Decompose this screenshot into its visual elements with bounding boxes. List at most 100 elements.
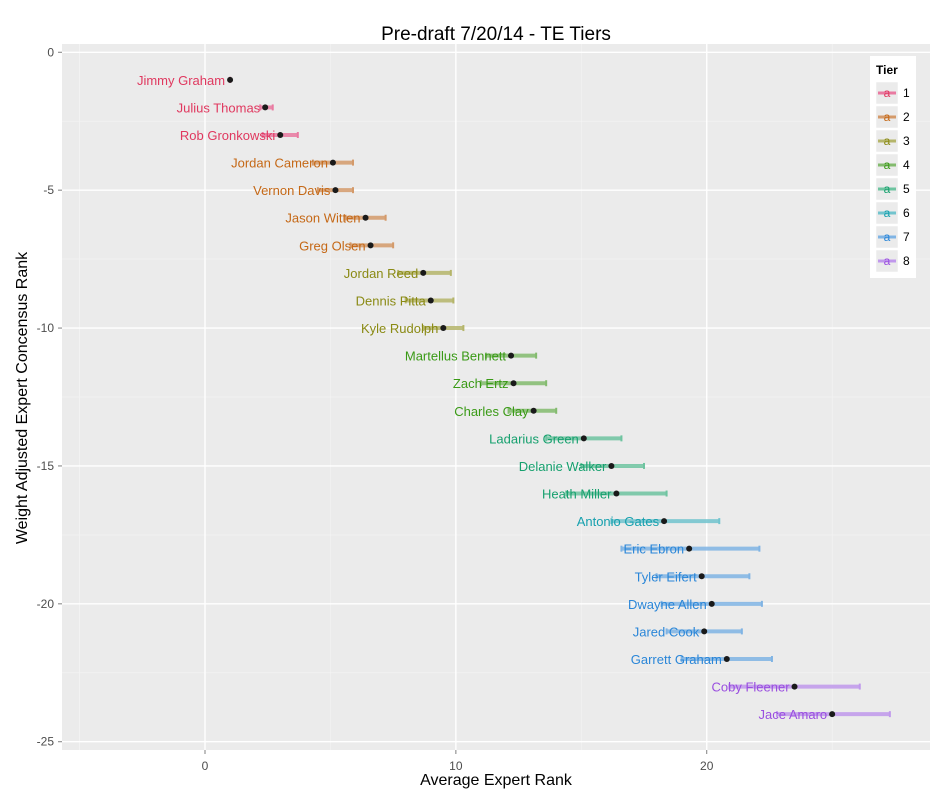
player-label: Jordan Reed [344,266,418,281]
data-point [367,242,374,249]
player-row: Julius Thomas [177,100,274,115]
player-row: Zach Ertz [453,376,548,391]
legend-key-glyph: a [884,230,891,244]
player-row: Jimmy Graham [137,73,234,88]
legend-key-glyph: a [884,158,891,172]
data-point [362,214,369,221]
data-point [530,407,537,414]
player-label: Greg Olsen [299,238,365,253]
player-row: Charles Clay [454,404,558,419]
legend-key-glyph: a [884,182,891,196]
player-label: Antonio Gates [577,514,660,529]
player-row: Antonio Gates [577,514,721,529]
player-label: Coby Fleener [711,680,790,695]
legend-label: 7 [903,230,910,244]
axis-ticks: 0 10 20 0 -5 -10 -15 -20 -25 [37,45,714,773]
player-row: Eric Ebron [620,542,761,557]
player-label: Martellus Bennett [405,349,507,364]
legend-key-glyph: a [884,206,891,220]
data-point [332,187,339,194]
y-tick-label: -20 [37,597,55,611]
legend-label: 2 [903,110,910,124]
data-point [427,297,434,304]
chart-title: Pre-draft 7/20/14 - TE Tiers [381,24,611,45]
gridlines [62,44,930,750]
player-row: Tyler Eifert [635,569,751,584]
data-point [613,490,620,497]
legend-key-glyph: a [884,254,891,268]
legend-label: 6 [903,206,910,220]
player-row: Vernon Davis [253,183,355,198]
player-row: Coby Fleener [711,680,861,695]
data-point [686,545,693,552]
player-row: Dennis Pitta [356,293,455,308]
x-axis-title: Average Expert Rank [420,772,573,789]
legend-key-glyph: a [884,86,891,100]
x-tick-label: 0 [202,759,209,773]
legend-label: 3 [903,134,910,148]
player-label: Jason Witten [285,211,360,226]
player-row: Jordan Cameron [231,156,355,171]
legend-key-glyph: a [884,134,891,148]
legend-label: 1 [903,86,910,100]
data-point [829,711,836,718]
player-row: Rob Gronkowski [180,128,299,143]
player-row: Jason Witten [285,211,387,226]
legend-title: Tier [876,63,898,77]
x-tick-label: 20 [700,759,714,773]
y-tick-label: 0 [47,45,54,59]
player-label: Jordan Cameron [231,156,328,171]
player-label: Julius Thomas [177,100,261,115]
player-label: Kyle Rudolph [361,321,438,336]
player-row: Delanie Walker [519,459,646,474]
y-tick-label: -5 [43,183,54,197]
player-label: Eric Ebron [623,542,684,557]
y-axis-title: Weight Adjusted Expert Concensus Rank [14,251,31,544]
player-label: Jace Amaro [759,707,828,722]
data-point [698,573,705,580]
legend-label: 4 [903,158,910,172]
legend-label: 8 [903,254,910,268]
y-tick-label: -15 [37,459,55,473]
player-row: Garrett Graham [631,652,773,667]
player-label: Vernon Davis [253,183,331,198]
data-point [580,435,587,442]
player-label: Jimmy Graham [137,73,225,88]
player-label: Charles Clay [454,404,529,419]
player-label: Heath Miller [542,487,612,502]
player-label: Rob Gronkowski [180,128,275,143]
data-point [329,159,336,166]
data-point [277,132,284,139]
data-point [791,683,798,690]
player-label: Ladarius Green [489,431,579,446]
player-label: Dwayne Allen [628,597,707,612]
data-point [440,325,447,332]
data-point [608,462,615,469]
data-point [510,380,517,387]
data-point [661,518,668,525]
data-point [708,600,715,607]
player-label: Dennis Pitta [356,293,427,308]
player-label: Delanie Walker [519,459,607,474]
player-row: Jared Cook [633,624,743,639]
legend-label: 5 [903,182,910,196]
player-row: Martellus Bennett [405,349,538,364]
player-row: Ladarius Green [489,431,623,446]
player-row: Dwayne Allen [628,597,763,612]
data-point [701,628,708,635]
y-tick-label: -25 [37,735,55,749]
data-point [723,655,730,662]
player-row: Jordan Reed [344,266,452,281]
player-row: Kyle Rudolph [361,321,465,336]
data-marks: Jimmy Graham Julius Thomas Rob Gronkowski J… [137,73,891,722]
player-label: Zach Ertz [453,376,509,391]
